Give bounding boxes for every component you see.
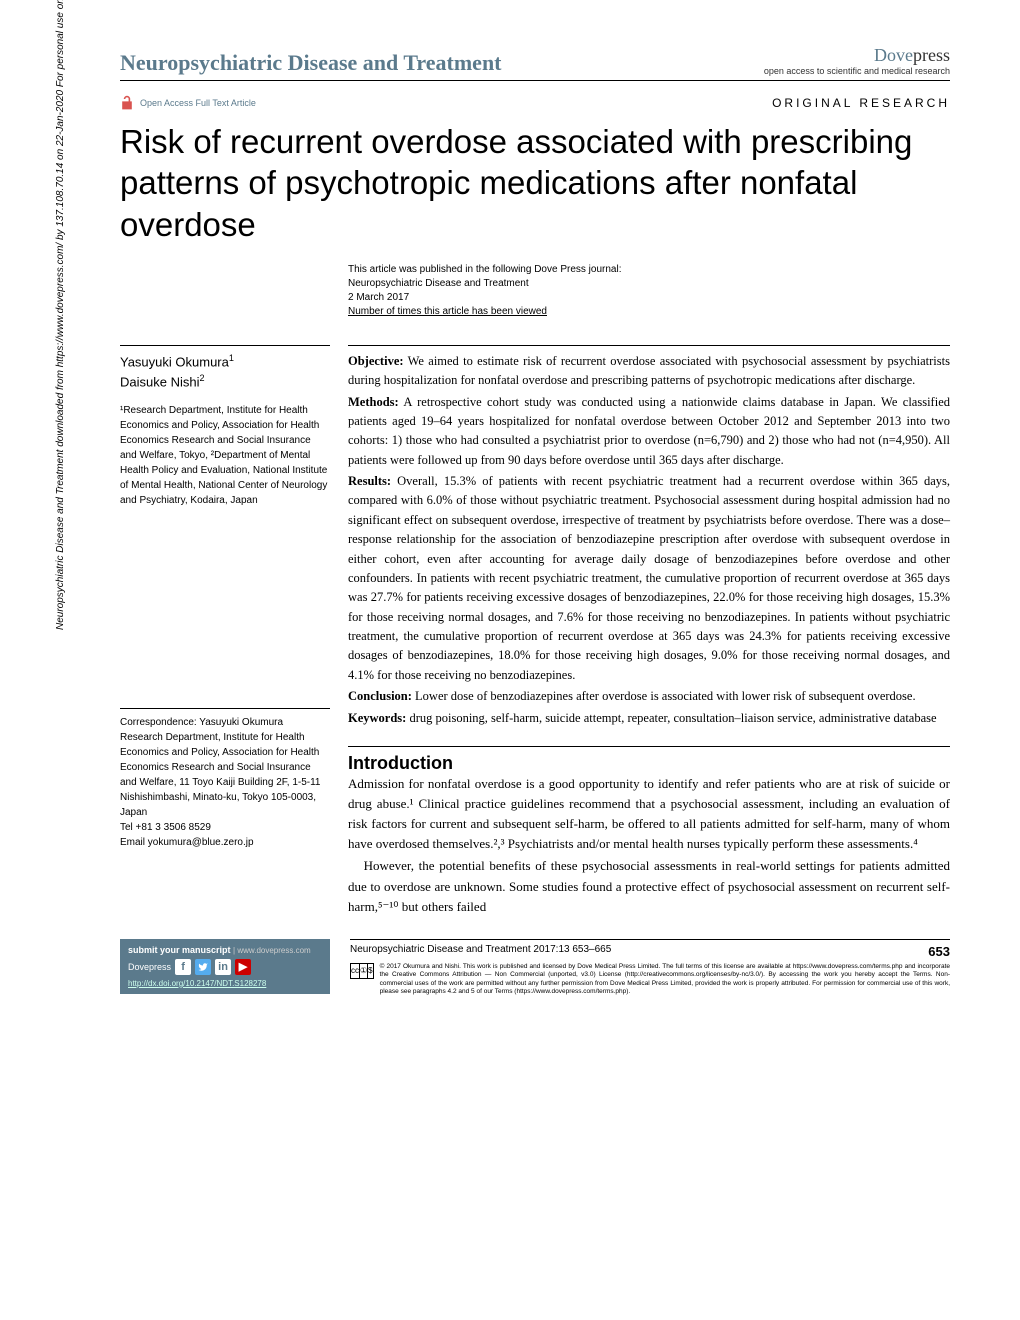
- pub-line-2: Neuropsychiatric Disease and Treatment: [348, 277, 950, 291]
- social-row: Dovepress f in ▶: [128, 959, 322, 975]
- dovepress-label[interactable]: Dovepress: [764, 45, 950, 66]
- second-row: Open Access Full Text Article ORIGINAL R…: [120, 95, 950, 111]
- facebook-icon[interactable]: f: [175, 959, 191, 975]
- twitter-icon[interactable]: [195, 959, 211, 975]
- footer: submit your manuscript | www.dovepress.c…: [120, 939, 950, 997]
- linkedin-icon[interactable]: in: [215, 959, 231, 975]
- authors-block: Yasuyuki Okumura1 Daisuke Nishi2: [120, 345, 330, 392]
- youtube-icon[interactable]: ▶: [235, 959, 251, 975]
- abstract: Objective: We aimed to estimate risk of …: [348, 345, 950, 728]
- pub-line-3: 2 March 2017: [348, 291, 950, 305]
- author-2: Daisuke Nishi2: [120, 372, 330, 392]
- dovepress-block: Dovepress open access to scientific and …: [764, 45, 950, 76]
- abstract-keywords: Keywords: drug poisoning, self-harm, sui…: [348, 709, 950, 728]
- license-text: © 2017 Okumura and Nishi. This work is p…: [380, 963, 950, 997]
- view-count-link[interactable]: Number of times this article has been vi…: [348, 305, 950, 319]
- abstract-objective: Objective: We aimed to estimate risk of …: [348, 352, 950, 391]
- journal-name: Neuropsychiatric Disease and Treatment: [120, 50, 502, 76]
- license-row: cc①$ © 2017 Okumura and Nishi. This work…: [350, 963, 950, 997]
- dove-suffix: press: [913, 45, 950, 65]
- page-number: 653: [928, 944, 950, 959]
- introduction-text: Admission for nonfatal overdose is a goo…: [348, 774, 950, 917]
- right-column: Objective: We aimed to estimate risk of …: [348, 345, 950, 919]
- introduction-heading: Introduction: [348, 746, 950, 774]
- intro-paragraph-2: However, the potential benefits of these…: [348, 856, 950, 916]
- article-type: ORIGINAL RESEARCH: [772, 96, 950, 110]
- author-1: Yasuyuki Okumura1: [120, 352, 330, 372]
- dove-prefix: Dove: [874, 45, 913, 65]
- doi-link[interactable]: http://dx.doi.org/10.2147/NDT.S128278: [128, 979, 322, 988]
- abstract-results: Results: Overall, 15.3% of patients with…: [348, 472, 950, 685]
- dovepress-footer-label: Dovepress: [128, 962, 171, 972]
- open-access-badge[interactable]: Open Access Full Text Article: [120, 95, 256, 111]
- publication-info: This article was published in the follow…: [348, 263, 950, 319]
- left-column: Yasuyuki Okumura1 Daisuke Nishi2 ¹Resear…: [120, 345, 330, 919]
- open-access-text: Open Access Full Text Article: [140, 98, 256, 108]
- correspondence-block: Correspondence: Yasuyuki Okumura Researc…: [120, 708, 330, 850]
- cc-badge-icon: cc①$: [350, 963, 374, 979]
- download-note: Neuropsychiatric Disease and Treatment d…: [55, 0, 66, 630]
- two-column-layout: Yasuyuki Okumura1 Daisuke Nishi2 ¹Resear…: [120, 345, 950, 919]
- article-title: Risk of recurrent overdose associated wi…: [120, 121, 950, 245]
- footer-right: Neuropsychiatric Disease and Treatment 2…: [350, 939, 950, 997]
- abstract-conclusion: Conclusion: Lower dose of benzodiazepine…: [348, 687, 950, 706]
- tagline: open access to scientific and medical re…: [764, 66, 950, 76]
- citation-text: Neuropsychiatric Disease and Treatment 2…: [350, 944, 611, 959]
- header-row: Neuropsychiatric Disease and Treatment D…: [120, 45, 950, 81]
- abstract-methods: Methods: A retrospective cohort study wa…: [348, 393, 950, 471]
- open-lock-icon: [120, 95, 134, 111]
- page-content: Neuropsychiatric Disease and Treatment D…: [0, 0, 1020, 1027]
- affiliations: ¹Research Department, Institute for Heal…: [120, 403, 330, 508]
- submit-line: submit your manuscript | www.dovepress.c…: [128, 945, 322, 955]
- citation-line: Neuropsychiatric Disease and Treatment 2…: [350, 939, 950, 959]
- pub-line-1: This article was published in the follow…: [348, 263, 950, 277]
- intro-paragraph-1: Admission for nonfatal overdose is a goo…: [348, 774, 950, 855]
- submit-box[interactable]: submit your manuscript | www.dovepress.c…: [120, 939, 330, 994]
